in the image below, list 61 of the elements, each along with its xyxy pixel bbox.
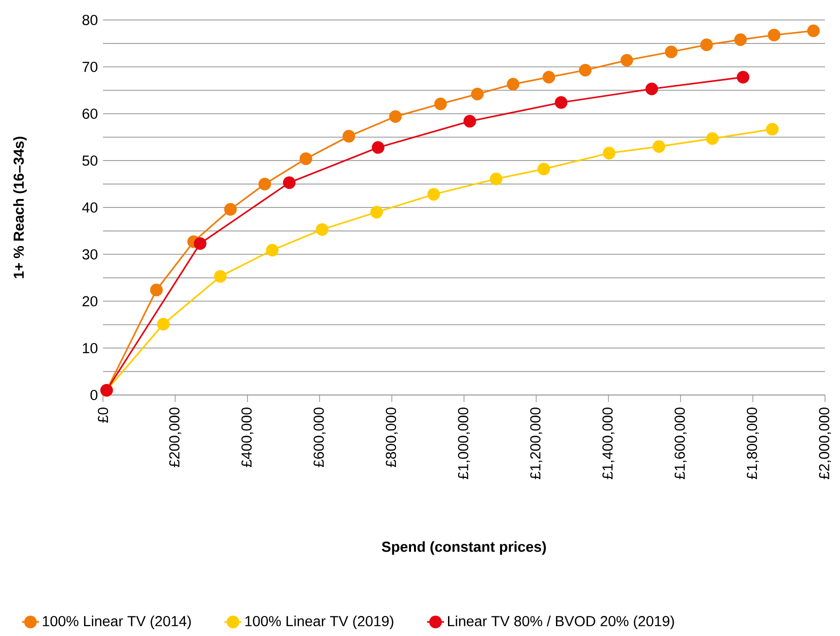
point [700,38,713,52]
point [150,284,163,296]
point [706,132,719,145]
point [579,64,592,76]
x-tick-label: £2,000,000 [819,408,832,480]
point [602,146,616,160]
x-tick-label: £1,800,000 [746,408,759,480]
point [506,78,520,91]
point [736,70,750,84]
y-tick-label: 20 [82,296,98,306]
point [316,223,328,236]
point [258,178,272,190]
x-tick-label: £1,600,000 [674,408,687,480]
point [652,140,666,153]
y-tick-label: 10 [82,342,98,354]
point [427,188,440,201]
point [766,122,779,136]
point [537,162,550,176]
point [282,176,296,189]
x-tick-label: £0 [98,408,108,423]
legend-label: Linear TV 80% / BVOD 20% (2019) [448,616,674,630]
point [156,318,170,331]
point [214,270,227,283]
x-tick-label: £400,000 [241,408,254,468]
x-tick-label: £200,000 [169,408,182,468]
point [471,88,484,100]
x-tick-label: £1,000,000 [458,408,470,480]
point [434,98,447,110]
point [768,28,780,42]
x-tick-label: £800,000 [386,408,398,468]
point [542,70,556,84]
y-tick-label: 80 [82,14,98,26]
point [342,130,356,143]
point [389,110,402,123]
x-tick-label: £1,400,000 [602,408,614,480]
point [372,141,384,154]
point [224,203,237,216]
point [807,24,820,38]
point [490,172,502,186]
point [194,237,206,250]
y-tick-label: 40 [82,202,98,213]
y-tick-label: 0 [90,390,98,400]
point [266,244,279,256]
y-tick-label: 30 [82,249,98,260]
x-tick-label: £1,200,000 [530,408,542,480]
y-tick-label: 50 [82,155,98,166]
point [463,114,476,128]
point [734,33,747,46]
x-axis-title: Spend (constant prices) [382,541,546,555]
point [620,54,634,67]
y-tick-label: 60 [82,108,98,119]
y-axis-title: 1+ % Reach (16–34s) [13,136,27,278]
point [370,206,383,218]
legend-label: 100% Linear TV (2019) [245,616,394,630]
x-tick-label: £600,000 [314,408,326,468]
point [664,46,678,58]
point [300,152,312,166]
legend-label: 100% Linear TV (2014) [42,616,191,630]
point [554,96,568,109]
point [645,82,658,96]
y-tick-label: 70 [82,62,98,72]
